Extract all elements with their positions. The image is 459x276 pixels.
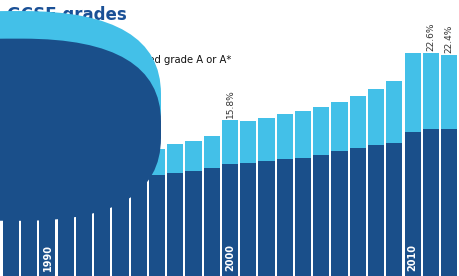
Bar — [367, 145, 383, 276]
Bar — [258, 118, 274, 161]
Bar — [130, 153, 146, 177]
Bar — [185, 171, 201, 276]
Bar — [313, 155, 329, 276]
Text: 22.4%: 22.4% — [443, 24, 453, 53]
Text: 22.6%: 22.6% — [425, 22, 434, 51]
Text: A*: A* — [30, 96, 42, 106]
Text: 10.8%: 10.8% — [43, 138, 52, 167]
Bar — [3, 193, 19, 276]
Bar — [39, 169, 56, 187]
Bar — [422, 129, 438, 276]
Bar — [240, 121, 256, 163]
Text: Percentage of GCSE’s awarded grade A or A*: Percentage of GCSE’s awarded grade A or … — [7, 55, 231, 65]
Bar — [39, 187, 56, 276]
Bar — [331, 151, 347, 276]
Bar — [349, 95, 365, 148]
Text: 15.8%: 15.8% — [225, 89, 234, 118]
Bar — [240, 163, 256, 276]
Bar — [94, 182, 110, 276]
Bar — [440, 55, 456, 129]
Bar — [222, 120, 237, 164]
Bar — [258, 161, 274, 276]
Bar — [203, 136, 219, 168]
Bar — [130, 177, 146, 276]
Text: 8.4%: 8.4% — [6, 168, 16, 191]
Text: A: A — [30, 126, 37, 136]
Bar — [386, 81, 402, 143]
Bar — [422, 53, 438, 129]
Bar — [94, 162, 110, 182]
Bar — [222, 164, 237, 276]
Bar — [440, 129, 456, 276]
Bar — [349, 148, 365, 276]
Bar — [313, 107, 329, 155]
Bar — [149, 149, 165, 176]
Bar — [331, 102, 347, 151]
Bar — [276, 114, 292, 159]
Bar — [21, 195, 37, 276]
Bar — [76, 161, 92, 181]
Bar — [149, 176, 165, 276]
Bar — [112, 181, 128, 276]
Bar — [276, 159, 292, 276]
Bar — [167, 172, 183, 276]
Bar — [294, 158, 310, 276]
Bar — [203, 168, 219, 276]
Bar — [112, 159, 128, 181]
Text: 2000: 2000 — [224, 244, 235, 271]
Bar — [185, 141, 201, 171]
Bar — [76, 181, 92, 276]
Text: 1990: 1990 — [42, 244, 52, 271]
Text: GCSE grades: GCSE grades — [7, 6, 126, 23]
Bar — [403, 53, 420, 132]
Bar — [294, 112, 310, 158]
Text: 2010: 2010 — [407, 244, 417, 271]
Bar — [57, 182, 73, 276]
Bar — [403, 132, 420, 276]
Bar — [167, 144, 183, 172]
Bar — [386, 143, 402, 276]
Bar — [367, 89, 383, 145]
Bar — [57, 164, 73, 182]
